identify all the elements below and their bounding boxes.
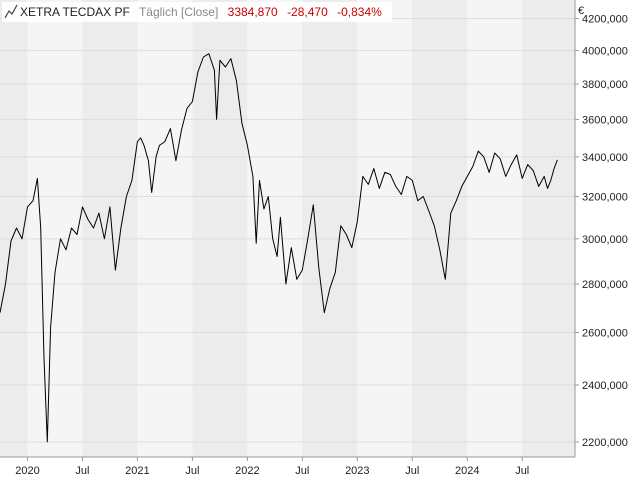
y-tick-label: 3600,000 [582, 114, 628, 126]
period-band [412, 0, 468, 457]
y-tick-label: 3000,000 [582, 234, 628, 246]
y-tick-label: 2600,000 [582, 328, 628, 340]
y-tick-label: 2400,000 [582, 380, 628, 392]
period-band [302, 0, 358, 457]
price-series-line [0, 53, 558, 443]
legend: XETRA TECDAX PF Täglich [Close] 3384,870… [2, 2, 392, 22]
legend-mode: Täglich [Close] [139, 5, 218, 19]
y-tick-label: 3800,000 [582, 79, 628, 91]
y-tick-label: 3200,000 [582, 192, 628, 204]
legend-change: -28,470 [287, 5, 328, 19]
y-axis-ticks: 2200,000 2400,000 2600,000 2800,000 3000,000… [575, 13, 628, 449]
period-band [192, 0, 248, 457]
line-chart-icon [4, 4, 18, 19]
legend-last-value: 3384,870 [228, 5, 278, 19]
x-tick-label: 2022 [235, 465, 259, 477]
x-tick-label: Jul [405, 465, 419, 477]
y-tick-label: 4000,000 [582, 45, 628, 57]
period-band [137, 0, 193, 457]
period-band [467, 0, 523, 457]
y-tick-label: 2200,000 [582, 437, 628, 449]
x-tick-label: 2023 [345, 465, 369, 477]
y-tick-label: 4200,000 [582, 13, 628, 25]
y-tick-label: 3400,000 [582, 152, 628, 164]
x-tick-label: Jul [295, 465, 309, 477]
period-band [27, 0, 83, 457]
x-tick-label: Jul [75, 465, 89, 477]
period-band [357, 0, 413, 457]
svg-text:XETRA TECDAX PF Täglich: XETRA TECDAX PF Täglich [Close] 3384,870… [20, 5, 382, 19]
currency-label: € [578, 5, 584, 17]
x-tick-label: 2021 [125, 465, 149, 477]
period-bands [0, 0, 575, 457]
axes [0, 0, 576, 458]
period-band [82, 0, 138, 457]
x-tick-label: Jul [515, 465, 529, 477]
x-tick-label: 2024 [455, 465, 479, 477]
gridlines [0, 17, 575, 443]
x-tick-label: 2020 [15, 465, 39, 477]
period-band [0, 0, 28, 457]
legend-change-pct: -0,834% [337, 5, 382, 19]
x-axis-ticks: 2020 Jul 2021 Jul 2022 Jul 2023 Jul 2024 Jul [15, 457, 529, 477]
x-tick-label: Jul [185, 465, 199, 477]
y-tick-label: 2800,000 [582, 279, 628, 291]
period-band [522, 0, 575, 457]
legend-instrument-name: XETRA TECDAX PF [20, 5, 130, 19]
